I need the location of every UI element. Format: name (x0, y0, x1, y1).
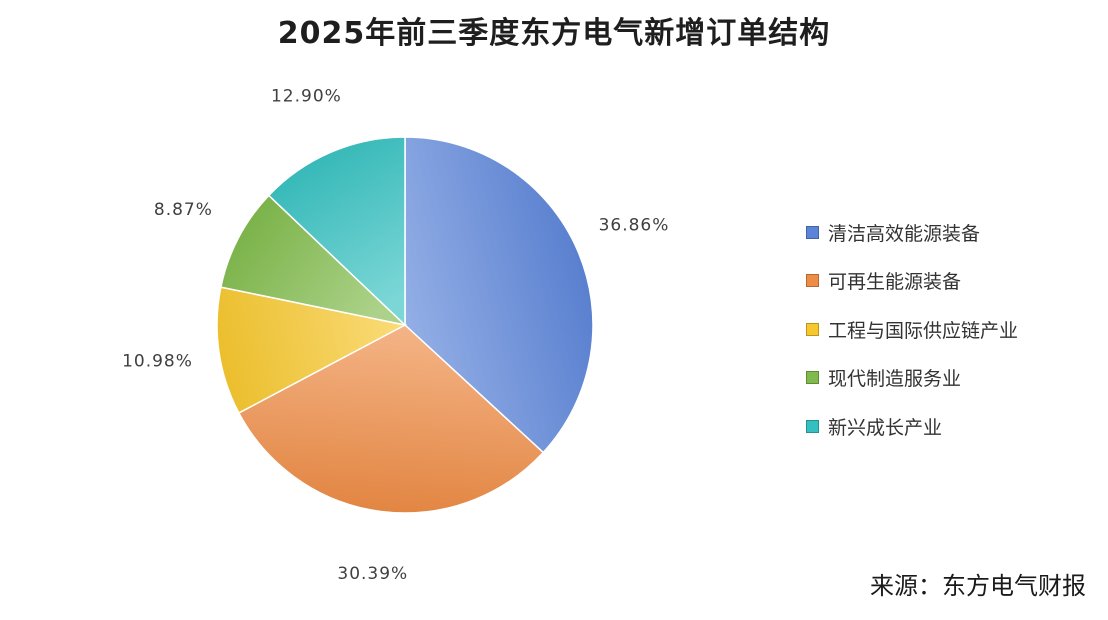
legend-label: 新兴成长产业 (828, 416, 943, 439)
pie-slice (219, 194, 408, 327)
legend-item: 现代制造服务业 (806, 354, 1018, 403)
legend-swatch (806, 322, 819, 336)
slice-data-label: 8.87% (154, 200, 213, 220)
legend-item: 可再生能源装备 (806, 257, 1018, 306)
pie-slice (404, 136, 594, 454)
source-note: 来源：东方电气财报 (870, 572, 1086, 600)
legend-swatch (806, 419, 819, 433)
legend-item: 清洁高效能源装备 (806, 208, 1018, 257)
pie-slice (216, 286, 408, 414)
legend-label: 可再生能源装备 (828, 271, 962, 294)
slice-data-label: 12.90% (271, 86, 342, 106)
pie-data-labels: 36.86% 30.39% 10.98% 8.87% 12.90% (122, 86, 670, 584)
pie-slices (216, 136, 594, 514)
legend-item: 新兴成长产业 (806, 402, 1018, 451)
legend-swatch (806, 371, 819, 385)
slice-data-label: 30.39% (337, 564, 408, 584)
legend-label: 工程与国际供应链产业 (828, 319, 1019, 342)
pie-slice (267, 136, 406, 327)
chart-title: 2025年前三季度东方电气新增订单结构 (277, 16, 831, 51)
pie-slice (237, 324, 545, 514)
legend-label: 现代制造服务业 (828, 368, 962, 391)
slice-data-label: 10.98% (122, 351, 193, 371)
legend-label: 清洁高效能源装备 (828, 222, 981, 245)
legend-item: 工程与国际供应链产业 (806, 305, 1018, 354)
chart-legend: 清洁高效能源装备 可再生能源装备 工程与国际供应链产业 现代制造服务业 新兴成长… (806, 208, 1018, 451)
legend-swatch (806, 274, 819, 288)
legend-swatch (806, 225, 819, 239)
slice-data-label: 36.86% (599, 216, 670, 236)
